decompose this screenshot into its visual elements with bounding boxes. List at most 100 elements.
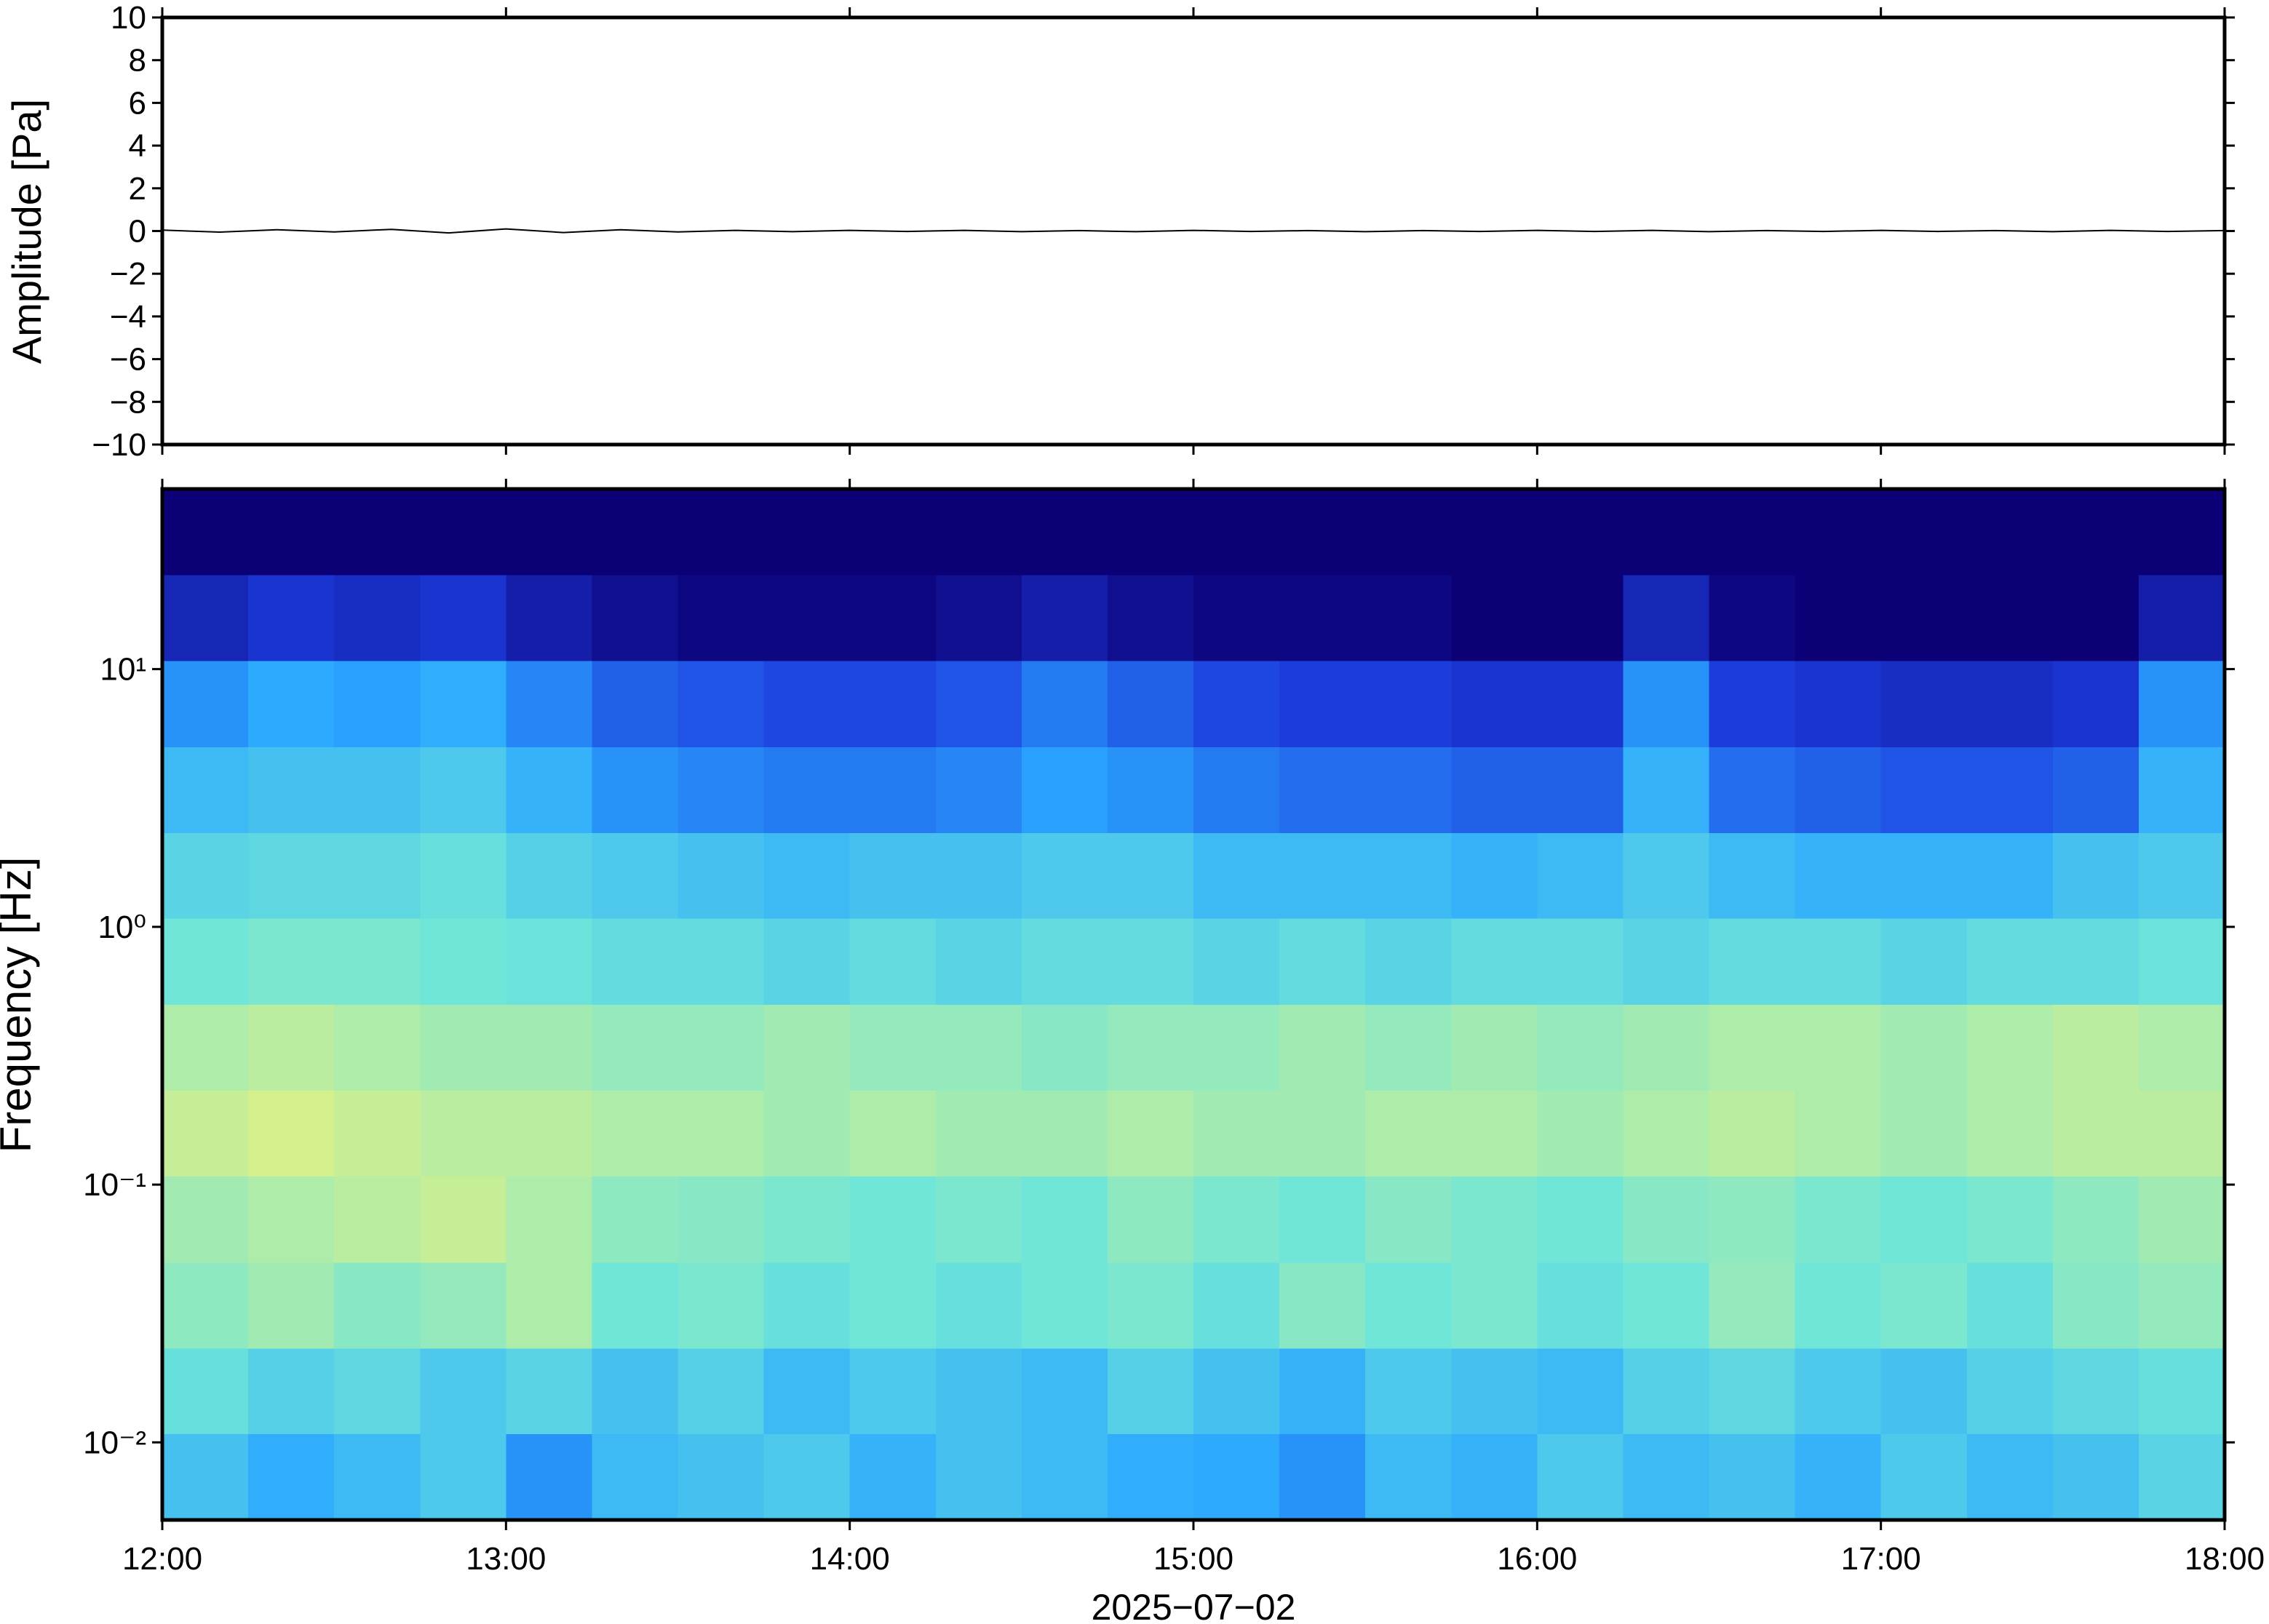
heatmap-cell xyxy=(1365,1433,1452,1521)
heatmap-cell xyxy=(1623,918,1709,1005)
heatmap-cell xyxy=(935,918,1022,1005)
heatmap-cell xyxy=(1365,1004,1452,1091)
heatmap-cell xyxy=(2052,1348,2139,1435)
heatmap-cell xyxy=(1279,1090,1366,1177)
heatmap-cell xyxy=(2052,575,2139,661)
heatmap-cell xyxy=(1880,1433,1968,1521)
heatmap-cell xyxy=(592,1090,678,1177)
heatmap-cell xyxy=(677,1348,765,1435)
heatmap-cell xyxy=(677,489,765,576)
x-tick-label: 13:00 xyxy=(466,1541,546,1577)
heatmap-cell xyxy=(677,832,765,919)
heatmap-cell xyxy=(1365,1090,1452,1177)
heatmap-cell xyxy=(1279,747,1366,833)
heatmap-cell xyxy=(1966,489,2054,576)
heatmap-cell xyxy=(592,832,678,919)
heatmap-cell xyxy=(1107,747,1194,833)
heatmap-cell xyxy=(1021,747,1108,833)
heatmap-cell xyxy=(1021,918,1108,1005)
heatmap-cell xyxy=(1279,575,1366,661)
x-tick-label: 14:00 xyxy=(810,1541,890,1577)
heatmap-cell xyxy=(763,1348,851,1435)
y-tick-label: 10 xyxy=(111,0,146,36)
x-tick-label: 16:00 xyxy=(1497,1541,1577,1577)
y-tick-label: 6 xyxy=(129,85,146,121)
heatmap-cell xyxy=(248,1090,335,1177)
y-tick-label: 10⁻² xyxy=(83,1425,146,1460)
heatmap-cell xyxy=(1623,1090,1709,1177)
heatmap-cell xyxy=(420,1090,506,1177)
heatmap-cell xyxy=(506,1090,592,1177)
heatmap-cell xyxy=(1623,1262,1709,1349)
heatmap-cell xyxy=(162,832,249,919)
heatmap-cell xyxy=(506,660,592,747)
heatmap-cell xyxy=(334,1262,421,1349)
heatmap-cell xyxy=(1795,918,1882,1005)
y-tick-label: 0 xyxy=(129,214,146,250)
heatmap-cell xyxy=(1021,1348,1108,1435)
heatmap-cell xyxy=(248,1348,335,1435)
heatmap-cell xyxy=(1537,1004,1624,1091)
heatmap-cell xyxy=(849,1348,937,1435)
heatmap-cell xyxy=(1537,1090,1624,1177)
y-tick-label: 2 xyxy=(129,171,146,207)
heatmap-cell xyxy=(849,1004,937,1091)
heatmap-cell xyxy=(592,1004,678,1091)
heatmap-cell xyxy=(592,918,678,1005)
heatmap-cell xyxy=(1193,1176,1280,1263)
heatmap-cell xyxy=(162,1176,249,1263)
heatmap-cell xyxy=(2052,1433,2139,1521)
heatmap-cell xyxy=(1279,832,1366,919)
heatmap-cell xyxy=(1021,832,1108,919)
heatmap-cell xyxy=(677,1262,765,1349)
heatmap-cell xyxy=(420,1348,506,1435)
heatmap-cell xyxy=(763,575,851,661)
heatmap-cell xyxy=(1966,918,2054,1005)
heatmap-cell xyxy=(935,1433,1022,1521)
heatmap-cell xyxy=(1880,918,1968,1005)
heatmap-cell xyxy=(1193,1262,1280,1349)
y-tick-label: −4 xyxy=(110,299,146,335)
heatmap-cell xyxy=(677,1433,765,1521)
heatmap-cell xyxy=(162,747,249,833)
heatmap-cell xyxy=(334,1090,421,1177)
heatmap-cell xyxy=(1279,660,1366,747)
y-tick-label: 4 xyxy=(129,128,146,164)
heatmap-cell xyxy=(1709,660,1796,747)
heatmap-cell xyxy=(162,1348,249,1435)
heatmap-cell xyxy=(592,1348,678,1435)
heatmap-cell xyxy=(849,832,937,919)
heatmap-cell xyxy=(1365,918,1452,1005)
heatmap-cell xyxy=(1623,832,1709,919)
heatmap-cell xyxy=(2052,660,2139,747)
y-tick-label: 10⁰ xyxy=(98,909,146,945)
heatmap-cell xyxy=(1537,489,1624,576)
heatmap-cell xyxy=(1021,1176,1108,1263)
heatmap-cell xyxy=(763,1090,851,1177)
heatmap-cell xyxy=(763,1176,851,1263)
heatmap-cell xyxy=(1795,575,1882,661)
heatmap-cell xyxy=(1107,918,1194,1005)
heatmap-cell xyxy=(1365,747,1452,833)
heatmap-cell xyxy=(1709,1262,1796,1349)
heatmap-cell xyxy=(592,1262,678,1349)
heatmap-cell xyxy=(420,918,506,1005)
y-tick-label: −8 xyxy=(110,384,146,420)
heatmap-cell xyxy=(248,1004,335,1091)
heatmap-cell xyxy=(1880,489,1968,576)
heatmap-cell xyxy=(1709,1433,1796,1521)
heatmap-cell xyxy=(1623,1348,1709,1435)
heatmap-cell xyxy=(1537,918,1624,1005)
heatmap-cell xyxy=(935,832,1022,919)
heatmap-cell xyxy=(1451,1176,1538,1263)
heatmap-cell xyxy=(1365,1262,1452,1349)
heatmap-cell xyxy=(1709,747,1796,833)
heatmap-cell xyxy=(763,489,851,576)
heatmap-cell xyxy=(935,1262,1022,1349)
heatmap-cell xyxy=(1537,1176,1624,1263)
heatmap-cell xyxy=(849,918,937,1005)
heatmap-cell xyxy=(420,1176,506,1263)
heatmap-cell xyxy=(1021,575,1108,661)
heatmap-cell xyxy=(2052,918,2139,1005)
